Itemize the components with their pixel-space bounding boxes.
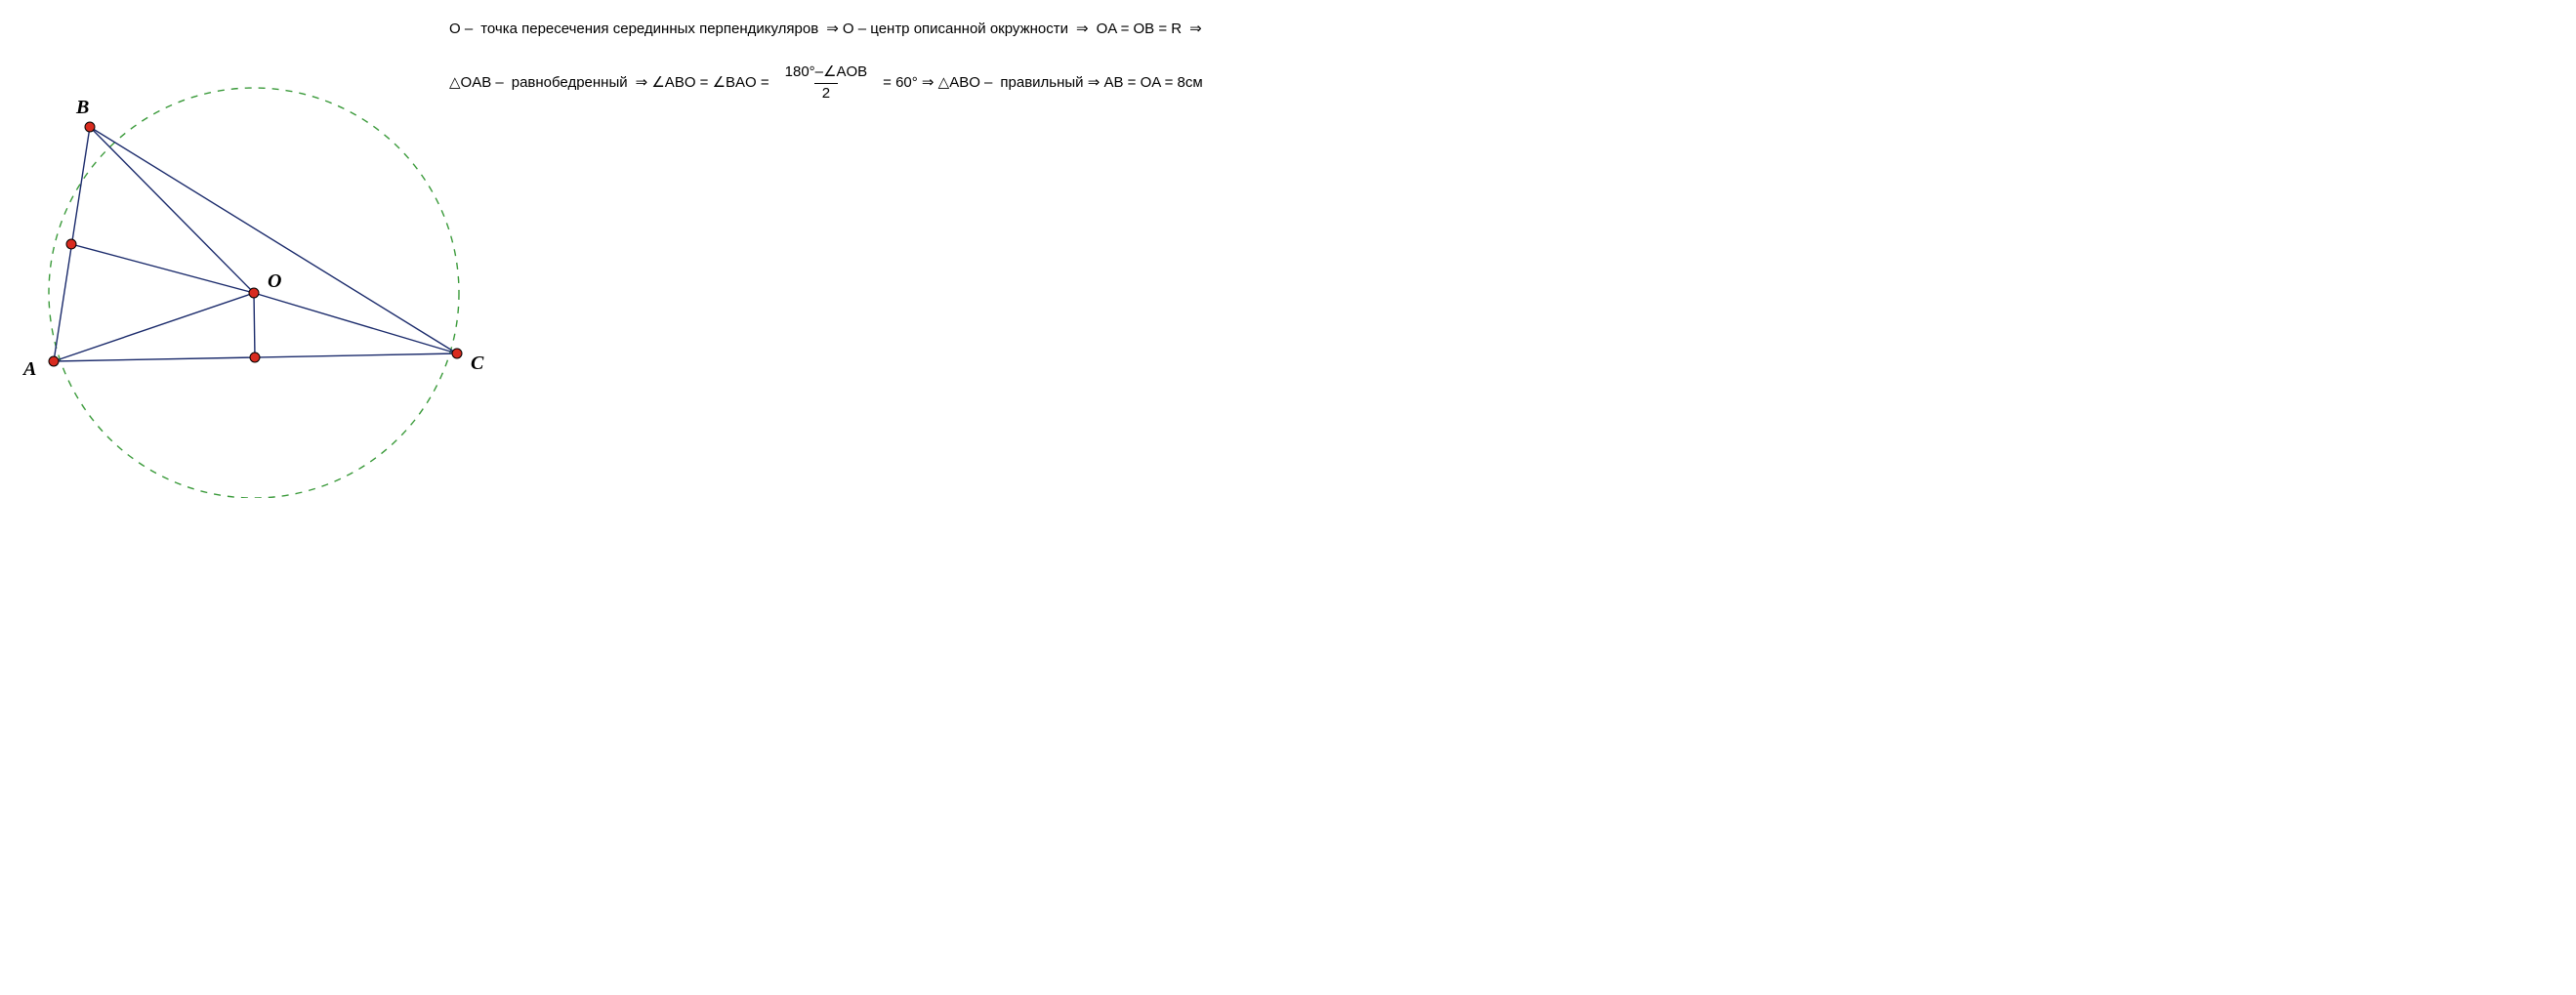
text: ⇒ bbox=[1189, 18, 1202, 41]
label-B: B bbox=[75, 97, 89, 118]
point-B bbox=[85, 122, 95, 132]
segment-Mac-O bbox=[254, 293, 255, 357]
fraction-numerator: 180°–∠AOB bbox=[781, 64, 872, 83]
point-Mac bbox=[250, 352, 260, 362]
label-O: O bbox=[268, 270, 281, 292]
segment-B-C bbox=[90, 127, 457, 353]
geometry-figure: A B C O bbox=[0, 0, 508, 498]
text: ⇒ bbox=[1076, 18, 1089, 41]
text: правильный ⇒ AB = OA = 8см bbox=[1000, 71, 1202, 95]
point-Mab bbox=[66, 239, 76, 249]
point-A bbox=[49, 356, 59, 366]
segment-O-C bbox=[254, 293, 457, 353]
proof-text: O – точка пересечения серединных перпенд… bbox=[449, 18, 1268, 125]
text: точка пересечения серединных перпендикул… bbox=[480, 18, 818, 41]
text: = 60° ⇒ △ABO – bbox=[883, 71, 992, 95]
point-O bbox=[249, 288, 259, 298]
label-C: C bbox=[471, 352, 484, 374]
proof-line-1: O – точка пересечения серединных перпенд… bbox=[449, 18, 1268, 41]
text: △OAB – bbox=[449, 71, 504, 95]
proof-line-2: △OAB – равнобедренный ⇒ ∠ABO = ∠BAO = 18… bbox=[449, 64, 1268, 102]
fraction-denominator: 2 bbox=[814, 83, 838, 103]
label-A: A bbox=[21, 358, 36, 380]
segment-O-A bbox=[54, 293, 254, 361]
text: OA = OB = R bbox=[1097, 18, 1183, 41]
text: равнобедренный bbox=[512, 71, 628, 95]
segment-Mab-O bbox=[71, 244, 254, 293]
text: ⇒ O – центр описанной окружности bbox=[826, 18, 1068, 41]
text: ⇒ ∠ABO = ∠BAO = bbox=[636, 71, 769, 95]
fraction: 180°–∠AOB 2 bbox=[781, 64, 872, 102]
text: O – bbox=[449, 18, 473, 41]
point-C bbox=[452, 349, 462, 358]
segment-O-B bbox=[90, 127, 254, 293]
